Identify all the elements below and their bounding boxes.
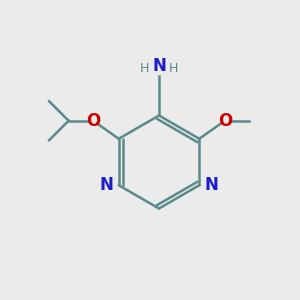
Text: O: O [86,112,100,130]
Text: N: N [152,57,166,75]
Text: N: N [205,176,218,194]
Text: H: H [140,62,149,76]
Text: N: N [100,176,113,194]
Text: O: O [218,112,232,130]
Text: H: H [169,62,178,76]
